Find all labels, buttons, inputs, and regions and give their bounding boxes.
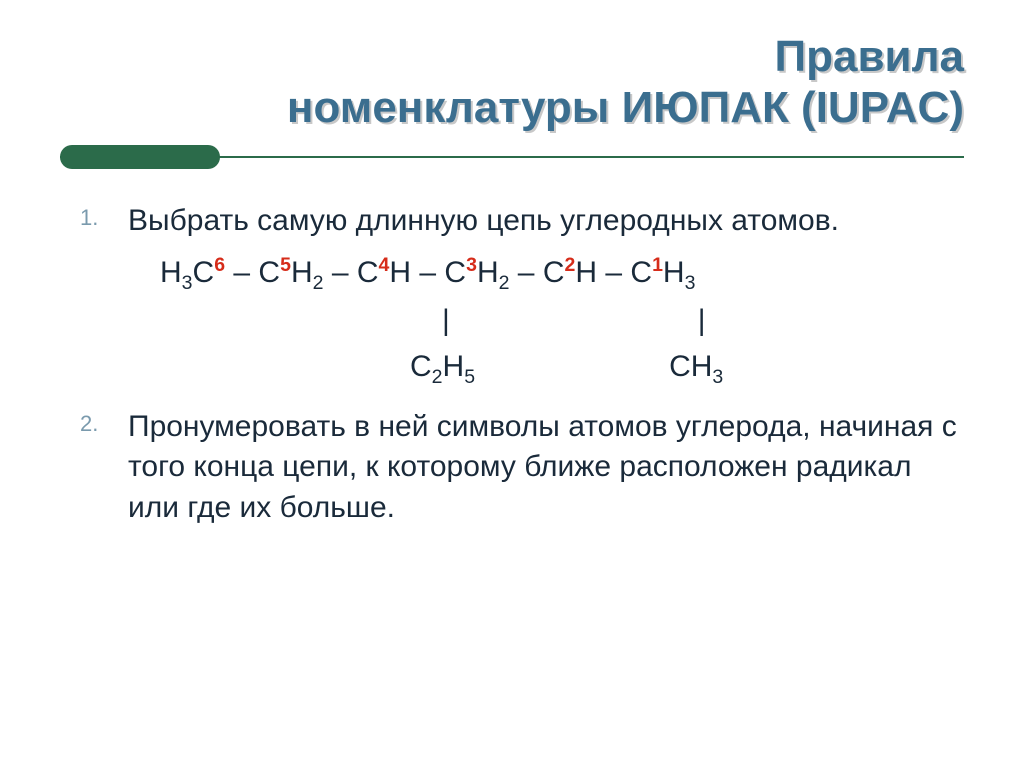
f-c: C: [258, 256, 280, 289]
f-c: C: [630, 256, 652, 289]
slide-title: Правила номенклатуры ИЮПАК (IUPAC): [60, 32, 964, 133]
f-dash: –: [597, 256, 630, 289]
spacer: [450, 298, 698, 345]
f-sub: 5: [464, 366, 475, 388]
f-c: C: [410, 350, 432, 383]
f-sub: 3: [712, 366, 723, 388]
f-sub: 3: [182, 272, 193, 294]
f-h: H: [291, 256, 313, 289]
formula-branches: C2H5 CH3: [160, 344, 964, 392]
bond-2: |: [698, 298, 706, 345]
content-area: 1. Выбрать самую длинную цепь углеродных…: [60, 201, 964, 528]
f-h: H: [160, 256, 182, 289]
f-dash: –: [323, 256, 356, 289]
spacer: [475, 344, 669, 392]
f-h: H: [663, 256, 685, 289]
f-c: C: [444, 256, 466, 289]
spacer: [160, 298, 442, 345]
f-c: C: [543, 256, 565, 289]
list-item-2: 2. Пронумеровать в ней символы атомов уг…: [80, 407, 964, 529]
f-sub: 2: [432, 366, 443, 388]
f-h: H: [477, 256, 499, 289]
f-sup: 1: [652, 254, 663, 276]
f-h: H: [443, 350, 465, 383]
bond-1: |: [442, 298, 450, 345]
list-item-1: 1. Выбрать самую длинную цепь углеродных…: [80, 201, 964, 242]
f-c: C: [193, 256, 215, 289]
chemical-formula: H3C6 – C5H2 – C4H – C3H2 – C2H – C1H3 | …: [160, 250, 964, 393]
formula-bonds: | |: [160, 298, 964, 345]
formula-main-chain: H3C6 – C5H2 – C4H – C3H2 – C2H – C1H3: [160, 250, 964, 298]
branch-1: C2H5: [410, 344, 475, 392]
title-line-2: номенклатуры ИЮПАК (IUPAC): [60, 83, 964, 134]
f-dash: –: [225, 256, 258, 289]
list-text-1: Выбрать самую длинную цепь углеродных ат…: [128, 201, 964, 242]
f-sup: 3: [466, 254, 477, 276]
spacer: [160, 344, 410, 392]
f-ch: CH: [669, 350, 712, 383]
f-dash: –: [411, 256, 444, 289]
f-sup: 4: [379, 254, 390, 276]
f-sub: 2: [499, 272, 510, 294]
f-sup: 6: [214, 254, 225, 276]
title-line-1: Правила: [60, 32, 964, 83]
f-sup: 2: [565, 254, 576, 276]
f-h: H: [389, 256, 411, 289]
list-number-2: 2.: [80, 407, 128, 437]
branch-2: CH3: [669, 344, 723, 392]
list-text-2: Пронумеровать в ней символы атомов углер…: [128, 407, 964, 529]
f-sup: 5: [280, 254, 291, 276]
divider-pill: [60, 145, 220, 169]
list-number-1: 1.: [80, 201, 128, 231]
f-h: H: [575, 256, 597, 289]
title-divider: [60, 143, 964, 171]
f-dash: –: [509, 256, 542, 289]
f-sub: 3: [685, 272, 696, 294]
f-c: C: [357, 256, 379, 289]
f-sub: 2: [313, 272, 324, 294]
